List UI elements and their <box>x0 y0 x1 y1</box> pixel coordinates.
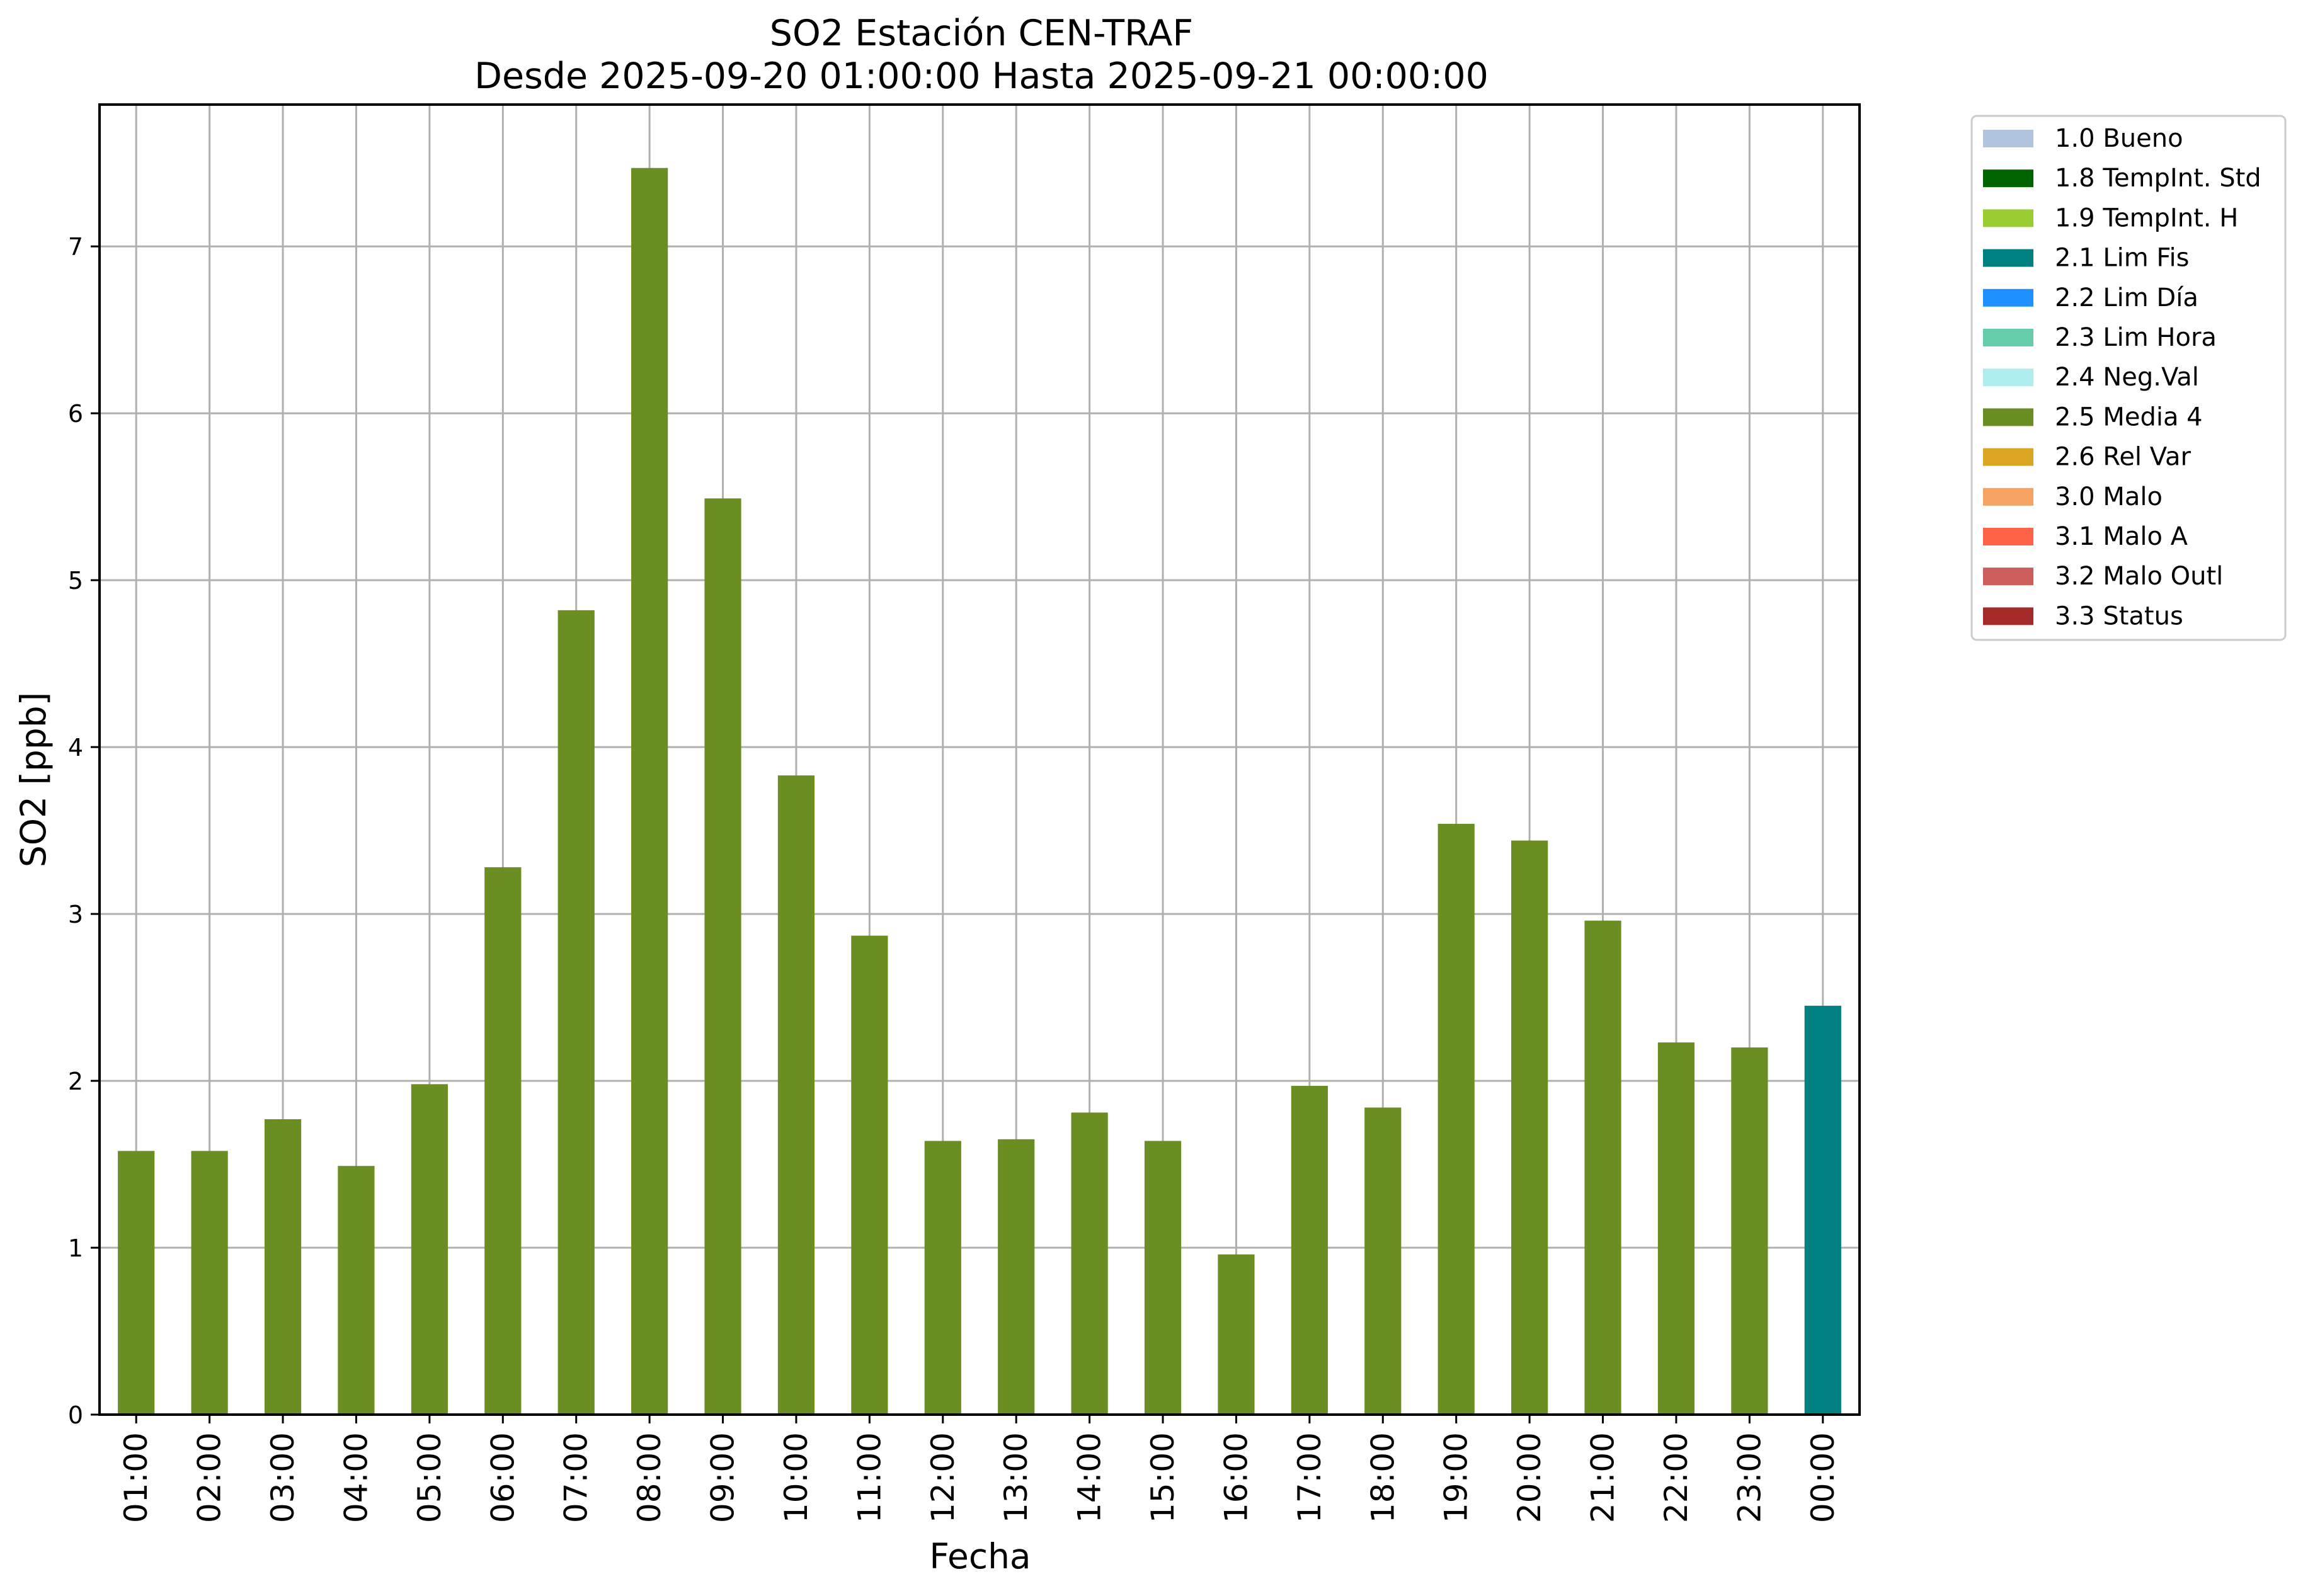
legend-swatch <box>1983 567 2033 586</box>
x-tick-label: 10:00 <box>778 1432 814 1523</box>
x-tick-label: 02:00 <box>191 1432 228 1523</box>
legend-label: 2.5 Media 4 <box>2055 402 2203 431</box>
legend-swatch <box>1983 448 2033 466</box>
x-tick-label: 20:00 <box>1511 1432 1548 1523</box>
y-tick-label: 1 <box>68 1234 83 1262</box>
bar-1300 <box>998 1139 1035 1415</box>
bar-1500 <box>1144 1141 1182 1415</box>
chart-subtitle: Desde 2025-09-20 01:00:00 Hasta 2025-09-… <box>474 55 1489 97</box>
x-tick-label: 17:00 <box>1291 1432 1328 1523</box>
bar-1400 <box>1071 1112 1108 1415</box>
bar-0500 <box>411 1084 448 1415</box>
x-tick-label: 07:00 <box>558 1432 595 1523</box>
bar-0300 <box>264 1119 302 1415</box>
chart-title: SO2 Estación CEN-TRAF <box>770 13 1193 54</box>
legend-label: 2.6 Rel Var <box>2055 443 2192 472</box>
bar-2200 <box>1657 1042 1695 1415</box>
legend-swatch <box>1983 607 2033 625</box>
bar-1200 <box>924 1141 961 1415</box>
x-tick-label: 08:00 <box>631 1432 668 1523</box>
bar-2300 <box>1731 1047 1768 1415</box>
bar-1900 <box>1437 824 1475 1415</box>
y-axis-label: SO2 [ppb] <box>13 692 54 867</box>
legend-swatch <box>1983 288 2033 307</box>
bar-2100 <box>1584 920 1621 1415</box>
legend-label: 3.3 Status <box>2055 601 2183 630</box>
x-tick-label: 01:00 <box>118 1432 154 1523</box>
y-tick-label: 0 <box>68 1401 83 1429</box>
x-tick-label: 06:00 <box>484 1432 521 1523</box>
x-tick-label: 09:00 <box>705 1432 741 1523</box>
plot-frame <box>98 103 1861 1416</box>
bar-1800 <box>1364 1107 1402 1415</box>
legend-label: 3.1 Malo A <box>2055 522 2188 551</box>
legend-label: 1.9 TempInt. H <box>2055 203 2238 232</box>
bar-0900 <box>704 498 741 1415</box>
x-tick-label: 13:00 <box>998 1432 1034 1523</box>
x-tick-label: 16:00 <box>1218 1432 1254 1523</box>
legend-swatch <box>1983 528 2033 545</box>
bar-0800 <box>631 168 668 1415</box>
x-tick-label: 21:00 <box>1585 1432 1621 1523</box>
bar-2000 <box>1511 840 1548 1415</box>
legend-swatch <box>1983 487 2033 506</box>
y-axis-ticks: 0 1 2 3 4 5 6 7 <box>68 233 100 1429</box>
x-tick-label: 19:00 <box>1438 1432 1475 1523</box>
bar-0000 <box>1804 1005 1841 1415</box>
x-tick-label: 04:00 <box>338 1432 374 1523</box>
legend-label: 1.0 Bueno <box>2055 124 2183 153</box>
y-tick-label: 6 <box>68 400 83 428</box>
x-tick-label: 15:00 <box>1145 1432 1181 1523</box>
x-tick-label: 22:00 <box>1658 1432 1694 1523</box>
legend-swatch <box>1983 209 2033 227</box>
bar-0400 <box>338 1166 375 1415</box>
y-tick-label: 7 <box>68 233 83 261</box>
x-axis-ticks: 01:00 02:00 03:00 04:00 05:00 06:00 07:00 08:00… <box>118 1415 1841 1523</box>
x-tick-label: 05:00 <box>411 1432 448 1523</box>
y-tick-label: 4 <box>68 734 83 761</box>
legend-label: 2.4 Neg.Val <box>2055 363 2199 392</box>
bar-0600 <box>484 867 522 1415</box>
x-tick-label: 12:00 <box>925 1432 961 1523</box>
legend-swatch <box>1983 408 2033 426</box>
bar-1100 <box>851 935 888 1415</box>
bar-1000 <box>777 775 815 1415</box>
x-tick-label: 14:00 <box>1071 1432 1108 1523</box>
bars <box>118 168 1841 1415</box>
legend-swatch <box>1983 249 2033 267</box>
y-tick-label: 2 <box>68 1068 83 1095</box>
bar-1600 <box>1218 1254 1255 1415</box>
legend-label: 2.2 Lim Día <box>2055 283 2198 312</box>
legend: 1.0 Bueno 1.8 TempInt. Std 1.9 TempInt. H 2… <box>1970 115 2287 641</box>
bar-0100 <box>118 1151 155 1415</box>
legend-label: 3.2 Malo Outl <box>2055 562 2223 591</box>
legend-swatch <box>1983 169 2033 188</box>
y-tick-label: 3 <box>68 901 83 928</box>
legend-label: 2.1 Lim Fis <box>2055 244 2189 273</box>
x-tick-label: 03:00 <box>265 1432 301 1523</box>
legend-swatch <box>1983 130 2033 147</box>
x-tick-label: 00:00 <box>1805 1432 1841 1523</box>
legend-label: 1.8 TempInt. Std <box>2055 164 2261 193</box>
x-tick-label: 18:00 <box>1364 1432 1401 1523</box>
legend-label: 3.0 Malo <box>2055 482 2163 511</box>
legend-label: 2.3 Lim Hora <box>2055 323 2217 352</box>
bar-0700 <box>557 610 595 1415</box>
bar-1700 <box>1291 1086 1328 1415</box>
x-axis-label: Fecha <box>929 1536 1031 1576</box>
x-tick-label: 23:00 <box>1731 1432 1768 1523</box>
legend-swatch <box>1983 368 2033 387</box>
legend-swatch <box>1983 329 2033 346</box>
x-tick-label: 11:00 <box>851 1432 888 1523</box>
y-tick-label: 5 <box>68 567 83 595</box>
legend-box <box>1970 115 2287 641</box>
bar-0200 <box>191 1151 228 1415</box>
